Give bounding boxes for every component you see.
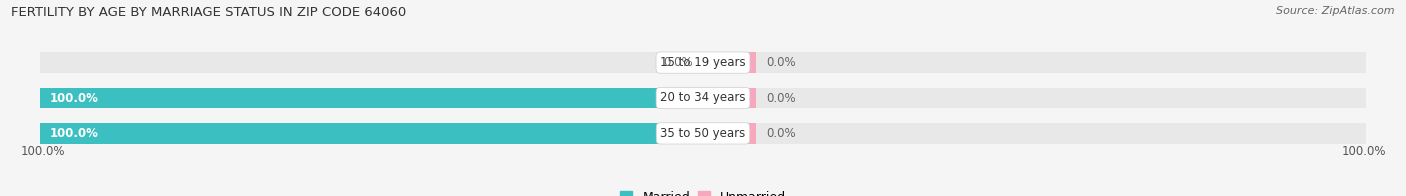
Text: 0.0%: 0.0%	[766, 127, 796, 140]
Bar	[41, 52, 1365, 73]
Text: 100.0%: 100.0%	[51, 92, 98, 104]
Text: Source: ZipAtlas.com: Source: ZipAtlas.com	[1277, 6, 1395, 16]
Bar	[41, 123, 703, 144]
Bar	[41, 123, 1365, 144]
Text: 0.0%: 0.0%	[766, 92, 796, 104]
Bar	[703, 88, 756, 108]
Text: 0.0%: 0.0%	[664, 56, 693, 69]
Text: FERTILITY BY AGE BY MARRIAGE STATUS IN ZIP CODE 64060: FERTILITY BY AGE BY MARRIAGE STATUS IN Z…	[11, 6, 406, 19]
Text: 15 to 19 years: 15 to 19 years	[661, 56, 745, 69]
Bar	[703, 52, 756, 73]
Text: 20 to 34 years: 20 to 34 years	[661, 92, 745, 104]
Text: 100.0%: 100.0%	[51, 127, 98, 140]
Text: 100.0%: 100.0%	[1341, 145, 1386, 158]
Bar	[41, 88, 1365, 108]
Text: 0.0%: 0.0%	[766, 56, 796, 69]
Bar	[41, 88, 703, 108]
Text: 100.0%: 100.0%	[20, 145, 65, 158]
Legend: Married, Unmarried: Married, Unmarried	[620, 191, 786, 196]
Bar	[703, 123, 756, 144]
Text: 35 to 50 years: 35 to 50 years	[661, 127, 745, 140]
